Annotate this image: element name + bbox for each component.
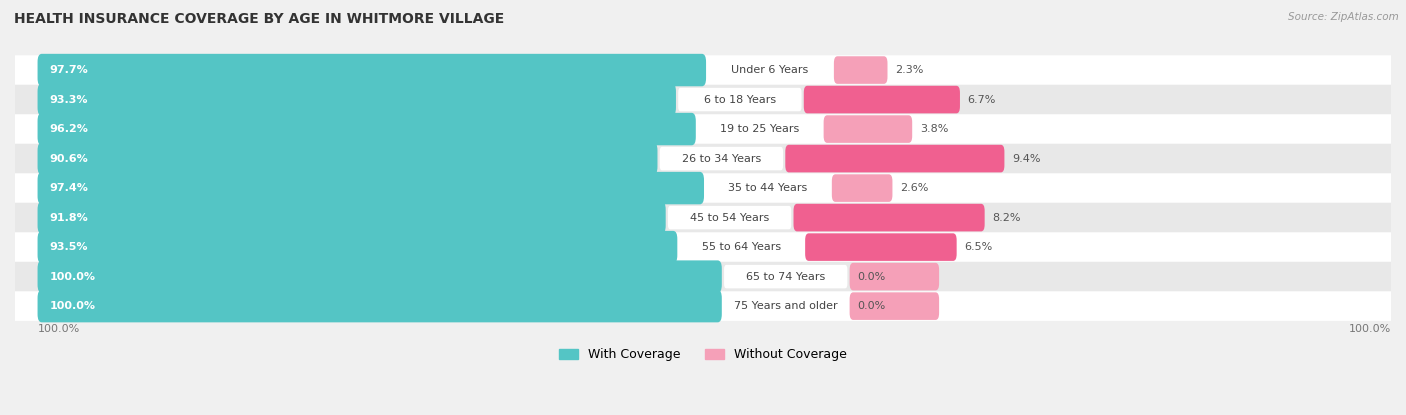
FancyBboxPatch shape <box>15 262 1391 291</box>
Text: 96.2%: 96.2% <box>49 124 89 134</box>
Text: HEALTH INSURANCE COVERAGE BY AGE IN WHITMORE VILLAGE: HEALTH INSURANCE COVERAGE BY AGE IN WHIT… <box>14 12 505 27</box>
Text: 100.0%: 100.0% <box>38 324 80 334</box>
Text: 6.7%: 6.7% <box>967 95 995 105</box>
FancyBboxPatch shape <box>786 145 1004 172</box>
Text: 97.4%: 97.4% <box>49 183 89 193</box>
Text: 100.0%: 100.0% <box>49 271 96 282</box>
FancyBboxPatch shape <box>804 86 960 113</box>
Text: 6 to 18 Years: 6 to 18 Years <box>704 95 776 105</box>
FancyBboxPatch shape <box>38 142 658 175</box>
FancyBboxPatch shape <box>15 55 1391 85</box>
Text: 100.0%: 100.0% <box>49 301 96 311</box>
Text: 97.7%: 97.7% <box>49 65 89 75</box>
Text: 2.3%: 2.3% <box>896 65 924 75</box>
Text: 35 to 44 Years: 35 to 44 Years <box>728 183 807 193</box>
FancyBboxPatch shape <box>15 85 1391 114</box>
FancyBboxPatch shape <box>834 56 887 84</box>
Text: 93.5%: 93.5% <box>49 242 89 252</box>
Text: Under 6 Years: Under 6 Years <box>731 65 808 75</box>
Text: 3.8%: 3.8% <box>920 124 948 134</box>
FancyBboxPatch shape <box>724 265 848 288</box>
FancyBboxPatch shape <box>15 173 1391 203</box>
Text: 91.8%: 91.8% <box>49 212 89 222</box>
Text: 6.5%: 6.5% <box>965 242 993 252</box>
Text: 75 Years and older: 75 Years and older <box>734 301 838 311</box>
Text: 26 to 34 Years: 26 to 34 Years <box>682 154 761 164</box>
FancyBboxPatch shape <box>709 59 831 82</box>
FancyBboxPatch shape <box>849 292 939 320</box>
FancyBboxPatch shape <box>38 172 704 204</box>
FancyBboxPatch shape <box>706 176 830 200</box>
FancyBboxPatch shape <box>793 204 984 232</box>
Text: 19 to 25 Years: 19 to 25 Years <box>720 124 800 134</box>
Text: 65 to 74 Years: 65 to 74 Years <box>747 271 825 282</box>
FancyBboxPatch shape <box>724 294 848 318</box>
Legend: With Coverage, Without Coverage: With Coverage, Without Coverage <box>554 344 852 366</box>
FancyBboxPatch shape <box>679 235 803 259</box>
Text: 0.0%: 0.0% <box>858 301 886 311</box>
FancyBboxPatch shape <box>15 203 1391 232</box>
FancyBboxPatch shape <box>668 206 792 229</box>
Text: 8.2%: 8.2% <box>993 212 1021 222</box>
FancyBboxPatch shape <box>659 147 783 170</box>
FancyBboxPatch shape <box>38 231 678 264</box>
FancyBboxPatch shape <box>38 290 721 322</box>
FancyBboxPatch shape <box>38 83 676 116</box>
Text: 100.0%: 100.0% <box>1348 324 1391 334</box>
FancyBboxPatch shape <box>806 233 956 261</box>
FancyBboxPatch shape <box>15 291 1391 321</box>
FancyBboxPatch shape <box>15 144 1391 173</box>
FancyBboxPatch shape <box>38 201 665 234</box>
Text: 90.6%: 90.6% <box>49 154 89 164</box>
Text: 55 to 64 Years: 55 to 64 Years <box>702 242 780 252</box>
FancyBboxPatch shape <box>832 174 893 202</box>
FancyBboxPatch shape <box>38 260 721 293</box>
FancyBboxPatch shape <box>38 113 696 145</box>
Text: 93.3%: 93.3% <box>49 95 89 105</box>
FancyBboxPatch shape <box>697 117 821 141</box>
Text: 45 to 54 Years: 45 to 54 Years <box>690 212 769 222</box>
FancyBboxPatch shape <box>15 114 1391 144</box>
FancyBboxPatch shape <box>38 54 706 86</box>
Text: 0.0%: 0.0% <box>858 271 886 282</box>
Text: 2.6%: 2.6% <box>900 183 928 193</box>
Text: 9.4%: 9.4% <box>1012 154 1040 164</box>
Text: Source: ZipAtlas.com: Source: ZipAtlas.com <box>1288 12 1399 22</box>
FancyBboxPatch shape <box>15 232 1391 262</box>
FancyBboxPatch shape <box>824 115 912 143</box>
FancyBboxPatch shape <box>849 263 939 290</box>
FancyBboxPatch shape <box>678 88 801 111</box>
